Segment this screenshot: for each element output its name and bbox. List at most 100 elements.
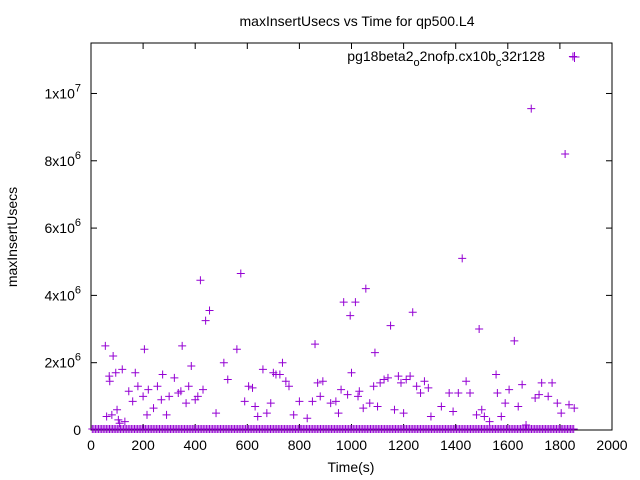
data-point bbox=[114, 415, 123, 424]
data-point bbox=[412, 382, 421, 391]
data-point bbox=[140, 345, 149, 354]
data-point bbox=[535, 390, 544, 399]
data-point bbox=[295, 397, 304, 406]
data-point bbox=[201, 316, 210, 325]
x-tick-label: 800 bbox=[288, 437, 312, 453]
data-point bbox=[199, 385, 208, 394]
data-point bbox=[408, 308, 417, 317]
data-point bbox=[289, 410, 298, 419]
data-point bbox=[492, 370, 501, 379]
data-point bbox=[380, 375, 389, 384]
data-point bbox=[232, 345, 241, 354]
x-tick-label: 0 bbox=[87, 437, 95, 453]
y-tick-label: 6x106 bbox=[45, 217, 81, 236]
data-point bbox=[394, 372, 403, 381]
data-point bbox=[462, 377, 471, 386]
data-point bbox=[424, 383, 433, 392]
data-point bbox=[557, 409, 566, 418]
data-point bbox=[326, 399, 335, 408]
data-point bbox=[251, 402, 260, 411]
data-point bbox=[485, 417, 494, 426]
data-point bbox=[553, 399, 562, 408]
data-point bbox=[105, 372, 114, 381]
data-point bbox=[113, 405, 122, 414]
data-point bbox=[565, 400, 574, 409]
data-point bbox=[370, 348, 379, 357]
data-point bbox=[449, 407, 458, 416]
data-point bbox=[343, 390, 352, 399]
data-point bbox=[157, 395, 166, 404]
data-point bbox=[514, 402, 523, 411]
data-point bbox=[351, 298, 360, 307]
data-point bbox=[354, 392, 363, 401]
x-tick-label: 1200 bbox=[388, 437, 419, 453]
y-axis-label: maxInsertUsecs bbox=[4, 187, 20, 287]
y-axis: 0 2x106 4x106 6x106 8x106 1x107 bbox=[45, 82, 612, 438]
data-point bbox=[531, 394, 540, 403]
series-points bbox=[88, 52, 579, 433]
x-axis: 0 200 400 600 800 1000 1200 1400 1600 1800 2000 bbox=[87, 43, 628, 453]
data-point bbox=[143, 410, 152, 419]
data-point bbox=[544, 392, 553, 401]
data-point bbox=[472, 410, 481, 419]
data-point bbox=[426, 412, 435, 421]
data-point bbox=[109, 351, 118, 360]
data-point bbox=[118, 365, 127, 374]
data-point bbox=[275, 370, 284, 379]
data-point bbox=[101, 341, 110, 350]
data-point bbox=[128, 397, 137, 406]
data-point bbox=[178, 341, 187, 350]
x-axis-label: Time(s) bbox=[328, 459, 375, 475]
data-point bbox=[193, 392, 202, 401]
x-tick-label: 1600 bbox=[492, 437, 523, 453]
data-point bbox=[568, 52, 577, 61]
data-point bbox=[182, 399, 191, 408]
data-point bbox=[376, 378, 385, 387]
x-tick-label: 200 bbox=[131, 437, 155, 453]
baseline-point bbox=[569, 424, 578, 433]
data-point bbox=[284, 382, 293, 391]
data-point bbox=[458, 254, 467, 263]
data-point bbox=[187, 362, 196, 371]
data-point bbox=[240, 397, 249, 406]
data-point bbox=[420, 377, 429, 386]
data-point bbox=[258, 365, 267, 374]
data-point bbox=[278, 358, 287, 367]
data-point bbox=[133, 382, 142, 391]
data-point bbox=[406, 372, 415, 381]
legend-marker bbox=[569, 52, 580, 62]
data-point bbox=[266, 399, 275, 408]
data-point bbox=[518, 380, 527, 389]
data-point bbox=[176, 387, 185, 396]
data-point bbox=[561, 150, 570, 159]
data-point bbox=[402, 375, 411, 384]
x-tick-label: 1800 bbox=[544, 437, 575, 453]
data-point bbox=[337, 385, 346, 394]
data-point bbox=[454, 388, 463, 397]
data-point bbox=[365, 399, 374, 408]
data-point bbox=[281, 377, 290, 386]
data-point bbox=[390, 405, 399, 414]
data-point bbox=[107, 410, 116, 419]
x-tick-label: 1400 bbox=[440, 437, 471, 453]
data-point bbox=[205, 306, 214, 315]
y-tick-label: 1x107 bbox=[45, 82, 81, 101]
data-point bbox=[386, 321, 395, 330]
data-point bbox=[501, 399, 510, 408]
data-point bbox=[383, 373, 392, 382]
data-point bbox=[369, 382, 378, 391]
data-point bbox=[361, 284, 370, 293]
data-point bbox=[262, 409, 271, 418]
data-point bbox=[120, 417, 129, 426]
chart-title: maxInsertUsecs vs Time for qp500.L4 bbox=[240, 13, 475, 29]
data-point bbox=[466, 388, 475, 397]
x-tick-label: 600 bbox=[236, 437, 260, 453]
data-point bbox=[355, 387, 364, 396]
data-point bbox=[158, 370, 167, 379]
data-point bbox=[139, 392, 148, 401]
data-point bbox=[223, 375, 232, 384]
legend-label: pg18beta2o2nofp.cx10bc32r128 bbox=[347, 48, 545, 69]
data-point bbox=[212, 409, 221, 418]
data-point bbox=[144, 385, 153, 394]
